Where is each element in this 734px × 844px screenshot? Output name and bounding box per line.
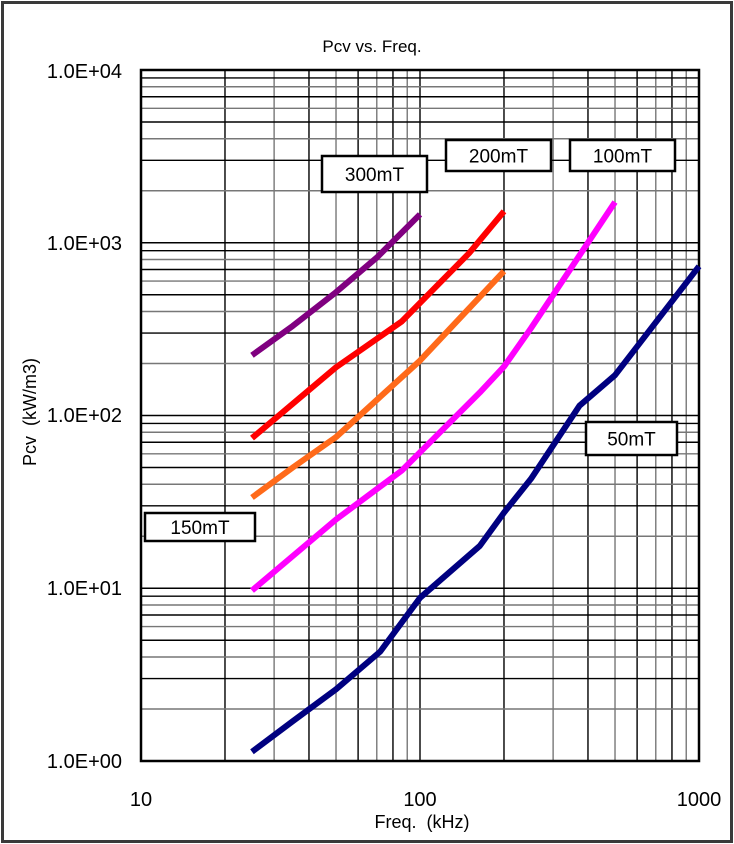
x-tick-label: 100 xyxy=(403,789,436,811)
series-label-box xyxy=(584,420,679,457)
y-tick-label: 1.0E+02 xyxy=(47,405,122,427)
y-tick-label: 1.0E+04 xyxy=(47,61,122,83)
series-300mT-line xyxy=(250,212,423,358)
x-axis-label: Freq. (kHz) xyxy=(374,812,469,832)
series-label-text: 200mT xyxy=(469,147,529,168)
series-labels: 300mT 200mT 100mT 150mT 50mT xyxy=(143,138,679,543)
series-50mT-line xyxy=(250,264,702,755)
series-label-text: 100mT xyxy=(593,147,653,168)
series-label-text: 50mT xyxy=(607,430,656,451)
series-label-text: 300mT xyxy=(345,165,405,186)
chart-title: Pcv vs. Freq. xyxy=(322,37,421,56)
series-100mT-line xyxy=(250,200,618,593)
x-tick-labels: 10 100 1000 xyxy=(130,789,721,811)
y-tick-labels: 1.0E+00 1.0E+01 1.0E+02 1.0E+03 1.0E+04 xyxy=(47,61,122,773)
x-tick-label: 1000 xyxy=(677,789,722,811)
y-axis-label: Pcv (kW/m3) xyxy=(20,358,40,466)
series-150mT-line xyxy=(250,269,507,500)
series-label-box xyxy=(444,138,553,173)
series-label-text: 150mT xyxy=(170,518,230,539)
y-tick-label: 1.0E+03 xyxy=(47,233,122,255)
series-label-box xyxy=(320,154,429,194)
x-tick-label: 10 xyxy=(130,789,152,811)
series-label-box xyxy=(143,511,257,543)
data-series xyxy=(250,200,702,755)
series-label-box xyxy=(568,138,677,173)
y-tick-label: 1.0E+01 xyxy=(47,578,122,600)
plot-area-border xyxy=(139,68,701,763)
y-tick-label: 1.0E+00 xyxy=(47,751,122,773)
series-200mT-line xyxy=(250,209,507,441)
